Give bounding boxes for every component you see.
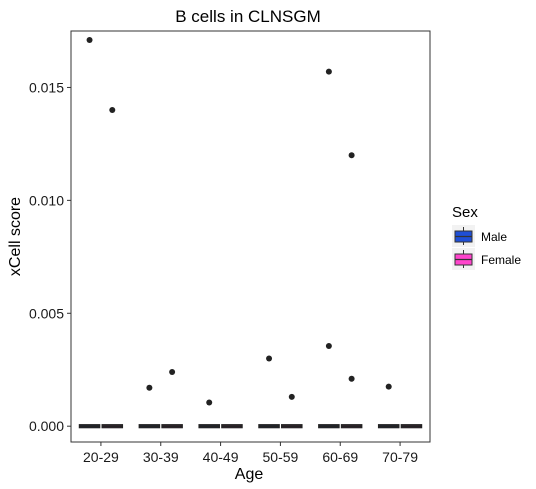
outlier-point-male: [325, 343, 332, 350]
y-axis: 0.000 0.005 0.010 0.015: [29, 79, 71, 434]
outlier-point-male: [266, 355, 273, 362]
outlier-point-male: [206, 399, 213, 406]
y-tick-label: 0.005: [29, 305, 64, 321]
x-tick-label: 50-59: [263, 449, 299, 465]
x-tick-label: 20-29: [83, 449, 119, 465]
y-tick-label: 0.015: [29, 79, 64, 95]
legend: Sex Male Female: [452, 204, 521, 270]
outlier-point-male: [146, 384, 153, 391]
x-tick-label: 70-79: [382, 449, 418, 465]
x-tick-label: 40-49: [203, 449, 239, 465]
x-axis-title: Age: [235, 466, 264, 483]
plot-marks: [78, 37, 423, 429]
y-tick-label: 0.010: [29, 192, 64, 208]
outlier-point-male: [86, 37, 93, 44]
y-axis-title: xCell score: [7, 197, 24, 276]
x-tick-label: 30-39: [143, 449, 179, 465]
chart-title: B cells in CLNSGM: [175, 7, 320, 26]
outlier-point-male: [385, 383, 392, 390]
x-axis: 20-29 30-39 40-49 50-59 60-69 70-79: [83, 442, 418, 465]
outlier-point-female: [169, 368, 176, 375]
outlier-point-male: [325, 68, 332, 75]
outlier-point-female: [288, 393, 295, 400]
plot-panel: [70, 30, 431, 443]
outlier-point-female: [348, 375, 355, 382]
outlier-point-female: [348, 152, 355, 159]
outlier-point-female: [109, 107, 116, 114]
legend-label-female: Female: [481, 253, 521, 267]
y-tick-label: 0.000: [29, 418, 64, 434]
legend-title: Sex: [452, 204, 478, 221]
x-tick-label: 60-69: [322, 449, 358, 465]
legend-label-male: Male: [481, 230, 507, 244]
